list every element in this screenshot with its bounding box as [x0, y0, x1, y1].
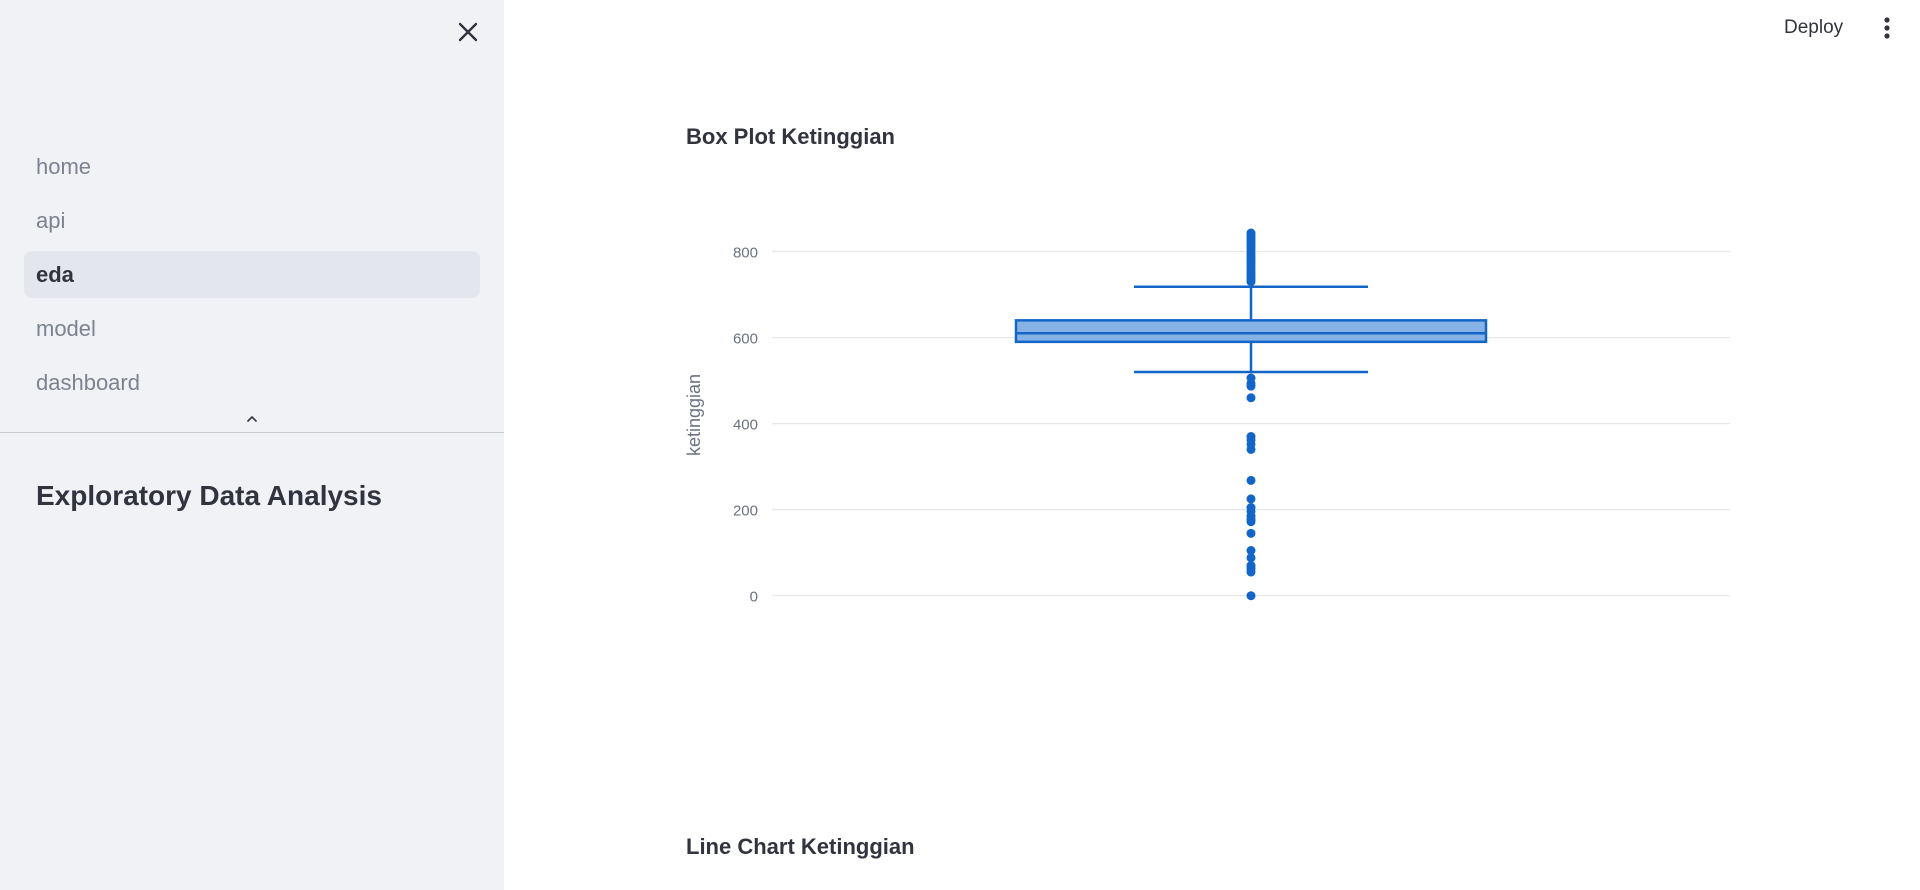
- line-chart-title: Line Chart Ketinggian: [686, 834, 915, 859]
- y-tick-label: 0: [750, 589, 758, 606]
- y-tick-label: 600: [733, 331, 758, 348]
- sidebar-item-label: dashboard: [36, 369, 140, 395]
- sidebar-item-label: api: [36, 207, 66, 233]
- vertical-dots-icon: [1884, 17, 1890, 39]
- outlier-point: [1246, 517, 1256, 527]
- close-sidebar-button[interactable]: [452, 16, 484, 48]
- outlier-point: [1246, 393, 1256, 403]
- y-tick-label: 200: [733, 503, 758, 520]
- y-axis-label: ketinggian: [684, 374, 704, 456]
- y-tick-label: 400: [733, 417, 758, 434]
- sidebar-item-label: home: [36, 153, 92, 179]
- sidebar-title: Exploratory Data Analysis: [36, 480, 382, 511]
- chevron-up-icon: [247, 416, 257, 422]
- sidebar-item-api[interactable]: api: [24, 197, 480, 244]
- sidebar-nav: home api eda model dashboard: [24, 143, 480, 413]
- outlier-point: [1246, 444, 1256, 454]
- outlier-point: [1246, 381, 1256, 391]
- outlier-point: [1246, 475, 1256, 485]
- close-icon: [458, 22, 478, 42]
- outlier-point: [1246, 528, 1256, 538]
- outlier-point: [1246, 553, 1256, 563]
- collapse-nav-button[interactable]: [243, 410, 261, 428]
- sidebar-item-label: eda: [36, 261, 74, 287]
- y-tick-label: 800: [733, 245, 758, 262]
- sidebar: home api eda model dashboard Exploratory…: [0, 0, 504, 890]
- sidebar-item-label: model: [36, 315, 96, 341]
- main-menu-button[interactable]: [1872, 12, 1902, 44]
- sidebar-item-dashboard[interactable]: dashboard: [24, 359, 480, 406]
- outlier-point: [1246, 494, 1256, 504]
- box-iqr: [1014, 319, 1488, 344]
- outlier-point: [1246, 567, 1256, 577]
- outlier-point: [1246, 277, 1256, 287]
- sidebar-item-model[interactable]: model: [24, 305, 480, 352]
- sidebar-divider: [0, 432, 504, 433]
- sidebar-item-eda[interactable]: eda: [24, 251, 480, 298]
- box-plot-chart: 0 200 400 600 800 ketinggian: [684, 228, 1730, 606]
- box-plot-title: Box Plot Ketinggian: [686, 124, 895, 149]
- outlier-point: [1246, 591, 1256, 601]
- outlier-point: [1246, 546, 1256, 556]
- deploy-button[interactable]: Deploy: [1784, 17, 1844, 38]
- sidebar-item-home[interactable]: home: [24, 143, 480, 190]
